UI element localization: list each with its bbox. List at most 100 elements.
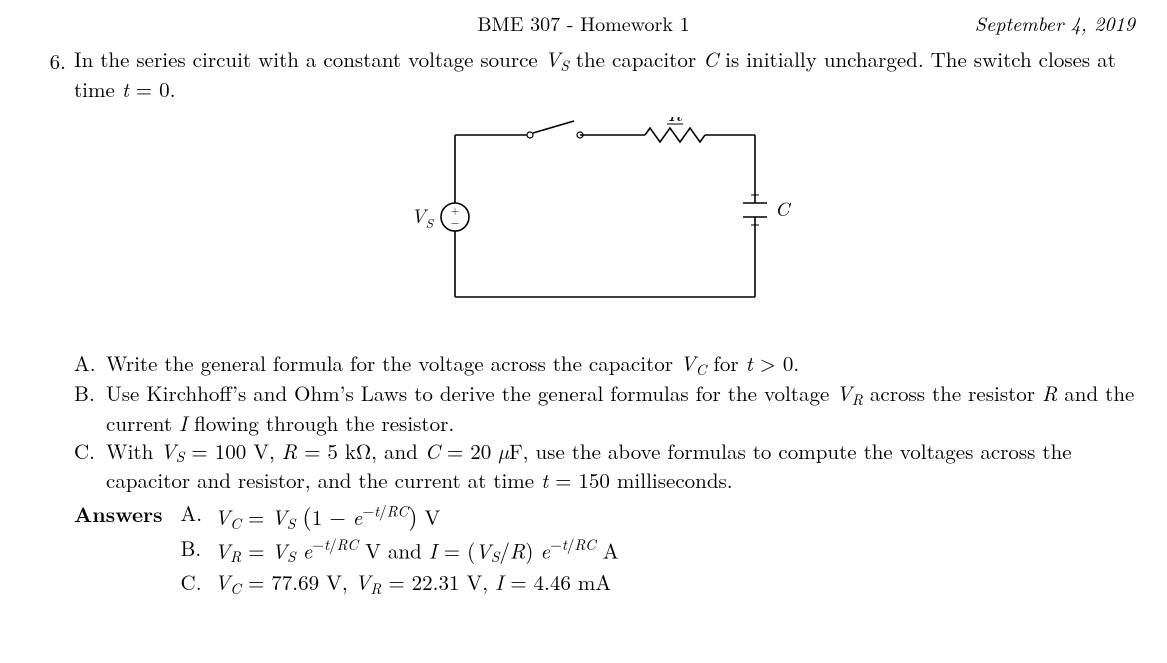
aa-exp-R: R <box>387 501 398 522</box>
ab-exp2-neg: − <box>550 534 562 555</box>
ab-e: e <box>303 536 313 566</box>
ab-vs-s: S <box>287 546 296 567</box>
ac-vr-r: R <box>370 578 381 599</box>
vc-v: V <box>680 348 696 378</box>
pa-gt0: > 0. <box>753 348 800 378</box>
answer-a: A. VC = VS (1 − e−t/RC) V <box>181 499 619 534</box>
part-c-label: C. <box>74 438 106 495</box>
ac-eqvr: = 22.31 V, <box>381 567 495 597</box>
aa-unit: V <box>418 502 441 532</box>
circuit-svg: +−VSRC <box>395 117 815 327</box>
answer-c-expr: VC = 77.69 V, VR = 22.31 V, I = 4.46 mA <box>215 568 612 599</box>
aa-exp-C: C <box>397 501 408 522</box>
circuit-diagram: +−VSRC <box>74 117 1135 332</box>
ac-vc-c: C <box>230 578 241 599</box>
vs-s: S <box>560 55 569 76</box>
pb-t4: flowing through the resistor. <box>187 408 454 438</box>
pc-vs-s: S <box>176 446 185 467</box>
answer-a-expr: VC = VS (1 − e−t/RC) V <box>215 499 441 534</box>
ab-exp2: −t/RC <box>550 534 596 555</box>
aa-rp: ) <box>408 499 417 533</box>
aa-exp: −t/RC <box>362 501 408 522</box>
aa-eq: = <box>241 502 271 532</box>
ab-vs2: VS <box>475 536 499 566</box>
pc-t1: With <box>106 436 160 466</box>
pc-vs: VS <box>160 436 184 466</box>
pc-vs-v: V <box>160 436 176 466</box>
answer-a-letter: A. <box>181 499 215 534</box>
vr-r: R <box>852 389 863 410</box>
answer-b-expr: VR = VS e−t/RC V and I = (VS/R) e−t/RC A <box>215 534 619 568</box>
ab-sl: / <box>499 536 510 566</box>
pc-C: C <box>425 436 440 466</box>
svg-text:−: − <box>450 215 459 230</box>
pc-eqt: = 150 milliseconds. <box>548 465 733 495</box>
part-a-label: A. <box>74 350 106 380</box>
aa-lp: ( <box>302 499 311 533</box>
aa-vc-c: C <box>230 513 241 534</box>
pc-eqC: = 20 <box>440 436 498 466</box>
pc-mu: µ <box>498 436 509 466</box>
part-b: B. Use Kirchhoff’s and Ohm’s Laws to der… <box>74 380 1135 437</box>
page-header: BME 307 - Homework 1 September 4, 2019 <box>32 8 1135 34</box>
ab-exp: −t/RC <box>312 534 358 555</box>
aa-exp-neg: − <box>362 501 374 522</box>
aa-vs-v: V <box>271 502 287 532</box>
pb-t2: across the resistor <box>863 378 1042 408</box>
vs-symbol: VS <box>545 44 569 74</box>
ab-R2: R <box>510 536 525 566</box>
pc-eqvs: = 100 V, <box>184 436 281 466</box>
ab-vs: VS <box>272 536 296 566</box>
pc-eqR: = 5 kΩ, and <box>297 436 425 466</box>
part-c: C. With VS = 100 V, R = 5 kΩ, and C = 20… <box>74 438 1135 495</box>
ab-exp-C: C <box>347 534 358 555</box>
ab-exp-sl: / <box>329 534 337 555</box>
part-b-label: B. <box>74 380 106 437</box>
ab-cp: ) <box>525 536 540 566</box>
ab-exp2-R: R <box>574 534 585 555</box>
answer-c-letter: C. <box>181 568 215 599</box>
stmt-text-2: the capacitor <box>569 44 703 74</box>
ab-eq2: = ( <box>437 536 476 566</box>
aa-exp-sl: / <box>379 501 387 522</box>
aa-vs: VS <box>271 502 295 532</box>
part-b-text: Use Kirchhoff’s and Ohm’s Laws to derive… <box>106 380 1135 437</box>
pc-R: R <box>282 436 297 466</box>
svg-text:R: R <box>667 117 682 127</box>
aa-vs-s: S <box>287 513 296 534</box>
ab-vr-v: V <box>215 536 231 566</box>
ac-vc: VC <box>215 567 241 597</box>
header-date: September 4, 2019 <box>975 8 1135 37</box>
ac-eqvc: = 77.69 V, <box>241 567 355 597</box>
answers-block: Answers A. VC = VS (1 − e−t/RC) V B. VR … <box>74 499 1135 599</box>
answers-list: A. VC = VS (1 − e−t/RC) V B. VR = VS e−t… <box>181 499 619 599</box>
ab-exp2-C: C <box>585 534 596 555</box>
ac-vr-v: V <box>355 567 371 597</box>
ab-u2: A <box>596 536 619 566</box>
ab-I: I <box>429 536 437 566</box>
pa-t2: for <box>706 348 745 378</box>
pb-R: R <box>1042 378 1057 408</box>
vc-c: C <box>696 359 707 380</box>
ab-vr: VR <box>215 536 242 566</box>
vr-v: V <box>836 378 852 408</box>
pa-t1: Write the general formula for the voltag… <box>106 348 680 378</box>
ab-exp-neg: − <box>312 534 324 555</box>
ac-vr: VR <box>355 567 382 597</box>
ab-sp <box>296 536 303 566</box>
answers-label: Answers <box>74 499 181 599</box>
ab-vs2-v: V <box>475 536 491 566</box>
aa-vc-v: V <box>215 502 231 532</box>
ab-vs2-s: S <box>491 546 500 567</box>
ac-vc-v: V <box>215 567 231 597</box>
stmt-eq0: = 0. <box>129 74 176 104</box>
pa-t: t <box>746 348 753 378</box>
aa-e: e <box>353 502 363 532</box>
pb-t1: Use Kirchhoff’s and Ohm’s Laws to derive… <box>106 378 836 408</box>
ab-exp-R: R <box>337 534 348 555</box>
answer-b-letter: B. <box>181 534 215 568</box>
header-title: BME 307 - Homework 1 <box>32 8 1135 37</box>
page: BME 307 - Homework 1 September 4, 2019 6… <box>0 0 1167 619</box>
svg-text:C: C <box>775 193 792 222</box>
answer-b: B. VR = VS e−t/RC V and I = (VS/R) e−t/R… <box>181 534 619 568</box>
